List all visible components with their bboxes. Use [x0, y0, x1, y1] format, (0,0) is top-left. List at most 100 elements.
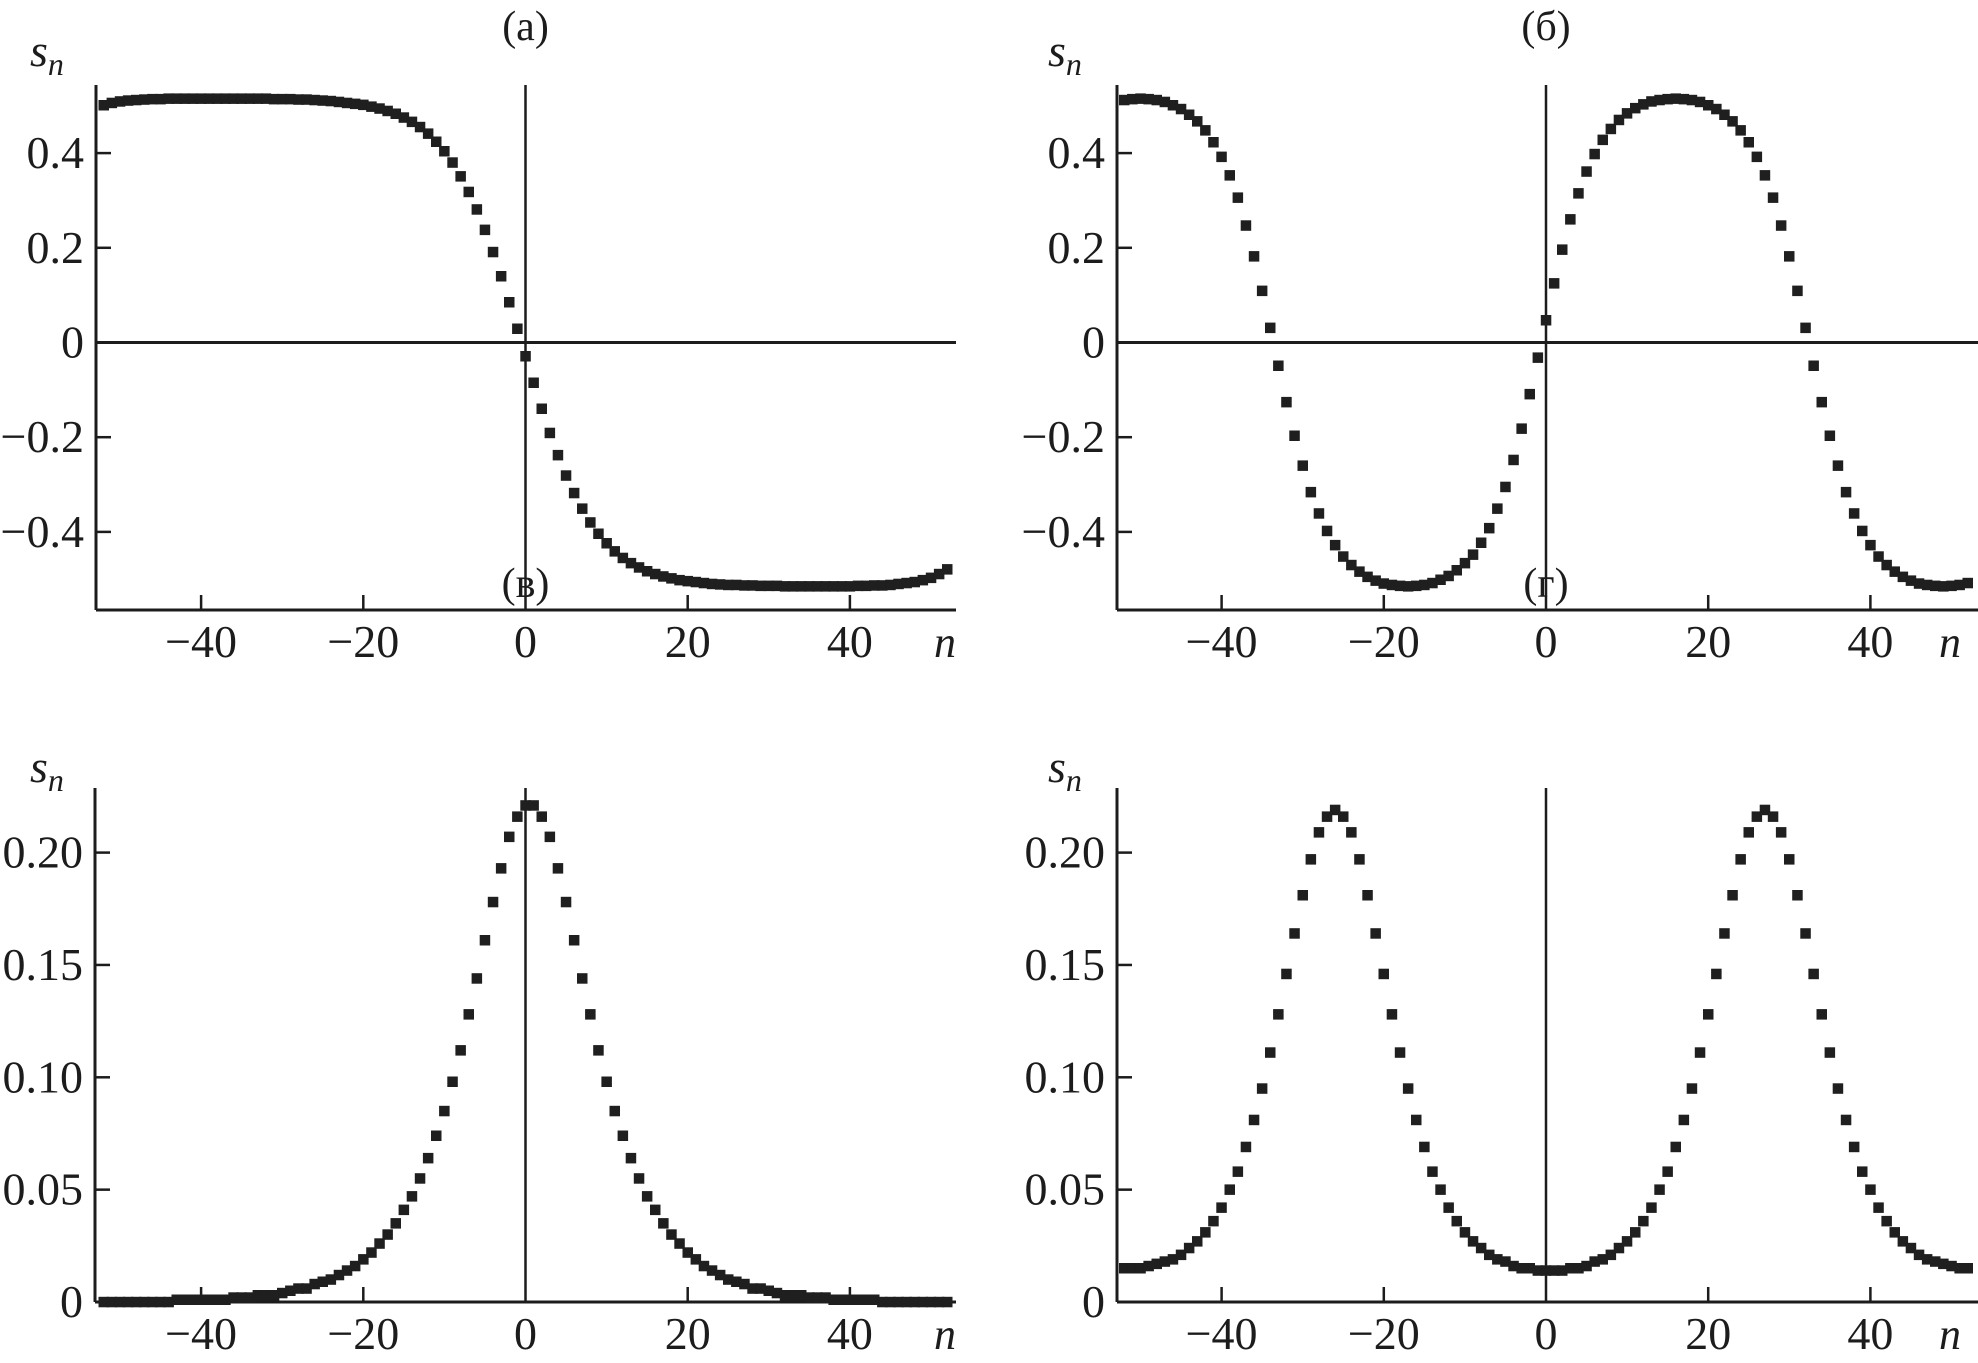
data-point [1362, 890, 1373, 901]
data-point [1232, 192, 1244, 203]
data-point [860, 1294, 872, 1305]
data-point [1800, 928, 1811, 939]
data-point [398, 112, 410, 123]
data-point [293, 94, 304, 105]
data-point [1913, 1249, 1925, 1261]
data-point [682, 1247, 693, 1258]
data-point [374, 1238, 385, 1249]
data-point [1175, 1249, 1187, 1261]
data-point [1167, 1254, 1179, 1265]
data-point [293, 1283, 304, 1294]
data-point [1411, 580, 1422, 592]
data-point [1378, 968, 1389, 980]
data-point [917, 1296, 929, 1308]
data-point [1792, 285, 1803, 297]
data-point [1703, 100, 1714, 111]
data-point [625, 1152, 637, 1164]
data-point [1265, 1047, 1276, 1058]
data-point [414, 1173, 426, 1184]
data-point [1119, 1263, 1130, 1274]
data-point [1143, 93, 1154, 105]
x-tick-label: −20 [327, 616, 399, 667]
x-tick-label: 0 [1535, 616, 1558, 667]
x-tick-label: −40 [165, 1308, 237, 1359]
data-point [836, 581, 847, 592]
data-point [755, 1283, 766, 1294]
data-point [463, 186, 474, 198]
data-point [455, 1045, 466, 1056]
data-point [98, 100, 109, 111]
data-point [147, 1296, 158, 1308]
data-point [131, 1296, 142, 1308]
data-point [1216, 1202, 1227, 1213]
x-axis-label: n [1939, 1310, 1961, 1359]
data-point [1613, 1242, 1625, 1254]
x-tick-label: 40 [827, 616, 873, 667]
data-point [333, 96, 345, 108]
y-tick-label: 0.2 [1048, 222, 1106, 273]
data-point [1411, 1114, 1422, 1126]
x-tick-label: −20 [1348, 1308, 1420, 1359]
y-tick-label: 0.15 [3, 939, 84, 990]
data-point [1767, 192, 1779, 203]
data-point [1419, 579, 1430, 591]
data-point [787, 581, 799, 592]
data-point [1686, 1083, 1698, 1094]
data-point [1678, 93, 1690, 105]
data-point [341, 1265, 353, 1276]
data-point [374, 103, 385, 114]
data-point [568, 935, 580, 946]
data-point [601, 538, 612, 549]
data-point [909, 576, 920, 588]
data-point [1386, 1009, 1398, 1020]
data-point [917, 574, 929, 586]
panel-title: (б) [1521, 4, 1570, 50]
data-point [633, 562, 645, 573]
data-point [1532, 352, 1544, 363]
data-point [1192, 1236, 1203, 1247]
data-point [1256, 1083, 1268, 1094]
y-tick-label: −0.2 [1, 411, 84, 462]
data-point [439, 146, 450, 157]
data-point [1119, 94, 1130, 106]
data-point [1792, 890, 1803, 901]
data-point [641, 566, 653, 577]
data-point [179, 1294, 191, 1305]
data-point [1192, 116, 1203, 127]
data-point [893, 1296, 904, 1308]
data-point [1930, 1256, 1941, 1267]
data-point [1670, 1141, 1681, 1153]
data-point [504, 831, 515, 843]
panel-title: (а) [502, 4, 549, 50]
data-point [1297, 460, 1308, 471]
y-tick-label: −0.4 [1022, 506, 1105, 557]
data-point [942, 564, 953, 575]
data-point [723, 1274, 734, 1285]
data-point [252, 93, 264, 104]
data-point [1565, 1263, 1576, 1274]
data-point [1743, 827, 1754, 838]
data-point [1329, 804, 1341, 816]
data-point [1289, 430, 1300, 441]
data-point [1581, 166, 1592, 177]
x-tick-label: 20 [665, 1308, 711, 1359]
y-axis-label: sn [30, 741, 64, 798]
y-tick-label: 0.05 [3, 1164, 84, 1215]
data-point [1175, 103, 1187, 115]
data-point [1881, 559, 1892, 571]
data-point [714, 1269, 726, 1281]
data-point [755, 580, 766, 592]
data-point [1492, 1254, 1503, 1265]
data-point [1313, 827, 1325, 838]
data-point [1897, 1236, 1909, 1247]
data-point [1451, 565, 1462, 576]
data-point [1605, 123, 1617, 135]
data-point [706, 578, 718, 590]
data-point [1759, 804, 1771, 816]
data-point [1419, 1141, 1430, 1153]
data-point [1159, 96, 1171, 108]
data-point [447, 1076, 458, 1087]
data-point [1775, 220, 1787, 231]
data-point [852, 1294, 864, 1305]
data-point [1865, 539, 1876, 551]
